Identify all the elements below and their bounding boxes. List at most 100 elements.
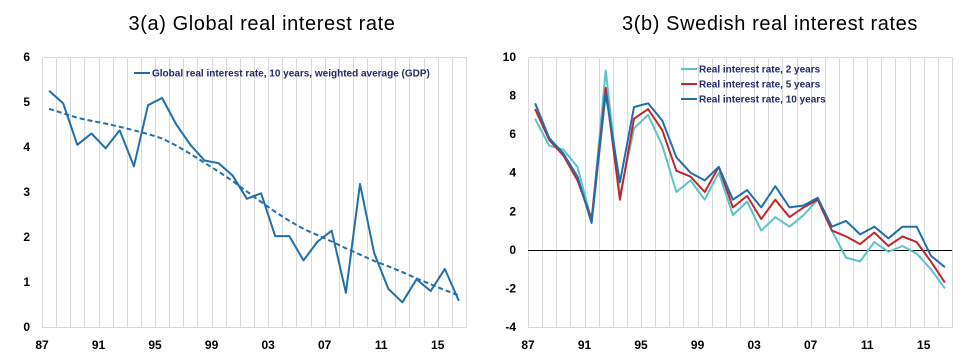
legend-label: Global real interest rate, 10 years, wei… bbox=[152, 69, 430, 80]
data-point bbox=[774, 185, 776, 187]
data-point bbox=[48, 108, 50, 110]
chart-title: 3(b) Swedish real interest rates bbox=[622, 13, 918, 35]
y-tick-label: 6 bbox=[509, 127, 516, 141]
data-point bbox=[175, 144, 177, 146]
data-point bbox=[845, 235, 847, 237]
legend-label: Real interest rate, 10 years bbox=[699, 95, 826, 106]
data-point bbox=[661, 129, 663, 131]
data-point bbox=[774, 199, 776, 201]
data-point bbox=[161, 97, 163, 99]
data-point bbox=[718, 166, 720, 168]
y-tick-label: 4 bbox=[23, 140, 30, 154]
data-point bbox=[161, 137, 163, 139]
data-point bbox=[732, 199, 734, 201]
data-point bbox=[133, 165, 135, 167]
data-point bbox=[203, 162, 205, 164]
y-tick-label: 0 bbox=[23, 320, 30, 334]
data-point bbox=[534, 118, 536, 120]
data-point bbox=[232, 180, 234, 182]
data-point bbox=[647, 108, 649, 110]
data-point bbox=[689, 179, 691, 181]
data-point bbox=[576, 175, 578, 177]
data-point bbox=[119, 126, 121, 128]
data-point bbox=[189, 153, 191, 155]
x-tick-label: 07 bbox=[804, 338, 818, 352]
series-line-real-interest-rate-10-years bbox=[534, 92, 946, 268]
data-point bbox=[704, 199, 706, 201]
y-tick-label: 0 bbox=[509, 243, 516, 257]
data-point bbox=[373, 252, 375, 254]
data-point bbox=[288, 235, 290, 237]
data-point bbox=[887, 245, 889, 247]
data-point bbox=[147, 104, 149, 106]
data-point bbox=[387, 288, 389, 290]
data-point bbox=[430, 290, 432, 292]
y-tick-label: 2 bbox=[23, 230, 30, 244]
data-point bbox=[218, 162, 220, 164]
data-point bbox=[316, 240, 318, 242]
data-point bbox=[548, 145, 550, 147]
data-point bbox=[859, 243, 861, 245]
chart-title: 3(a) Global real interest rate bbox=[128, 13, 395, 35]
data-point bbox=[930, 254, 932, 256]
data-point bbox=[444, 268, 446, 270]
data-point bbox=[387, 265, 389, 267]
data-point bbox=[119, 129, 121, 131]
y-tick-label: 5 bbox=[23, 95, 30, 109]
data-point bbox=[901, 226, 903, 228]
data-point bbox=[48, 90, 50, 92]
data-point bbox=[133, 129, 135, 131]
data-point bbox=[916, 253, 918, 255]
data-point bbox=[704, 179, 706, 181]
data-point bbox=[760, 229, 762, 231]
data-point bbox=[175, 123, 177, 125]
data-point bbox=[331, 240, 333, 242]
data-point bbox=[689, 175, 691, 177]
x-tick-label: 91 bbox=[578, 338, 592, 352]
data-point bbox=[760, 206, 762, 208]
data-point bbox=[661, 145, 663, 147]
y-tick-label: 4 bbox=[509, 166, 516, 180]
data-point bbox=[345, 292, 347, 294]
data-point bbox=[562, 152, 564, 154]
x-tick-label: 95 bbox=[148, 338, 162, 352]
data-point bbox=[260, 192, 262, 194]
x-tick-label: 15 bbox=[917, 338, 931, 352]
data-point bbox=[444, 289, 446, 291]
data-point bbox=[576, 166, 578, 168]
data-point bbox=[458, 294, 460, 296]
x-tick-label: 87 bbox=[521, 338, 535, 352]
y-tick-label: 8 bbox=[509, 89, 516, 103]
data-point bbox=[401, 301, 403, 303]
x-tick-label: 11 bbox=[861, 338, 874, 352]
x-tick-label: 03 bbox=[747, 338, 761, 352]
y-tick-label: 10 bbox=[503, 50, 517, 64]
data-point bbox=[590, 222, 592, 224]
data-point bbox=[746, 195, 748, 197]
data-point bbox=[901, 245, 903, 247]
data-point bbox=[788, 226, 790, 228]
data-point bbox=[873, 241, 875, 243]
data-point bbox=[62, 102, 64, 104]
data-point bbox=[845, 220, 847, 222]
panel-global-real-interest-rate: 3(a) Global real interest rate 0 1 2 3 4 5 6 87 9… bbox=[23, 13, 467, 352]
data-point bbox=[359, 183, 361, 185]
data-point bbox=[218, 171, 220, 173]
data-point bbox=[774, 216, 776, 218]
data-point bbox=[873, 231, 875, 233]
data-point bbox=[802, 204, 804, 206]
data-point bbox=[260, 201, 262, 203]
y-tick-label: 3 bbox=[23, 185, 30, 199]
data-point bbox=[859, 260, 861, 262]
data-point bbox=[788, 216, 790, 218]
data-point bbox=[633, 106, 635, 108]
legend-label: Real interest rate, 2 years bbox=[699, 65, 821, 76]
data-point bbox=[90, 120, 92, 122]
data-point bbox=[373, 260, 375, 262]
data-point bbox=[831, 226, 833, 228]
x-tick-label: 99 bbox=[205, 338, 219, 352]
x-tick-label: 95 bbox=[634, 338, 648, 352]
x-tick-label: 11 bbox=[375, 338, 388, 352]
data-point bbox=[732, 206, 734, 208]
y-tick-label: 1 bbox=[23, 275, 30, 289]
